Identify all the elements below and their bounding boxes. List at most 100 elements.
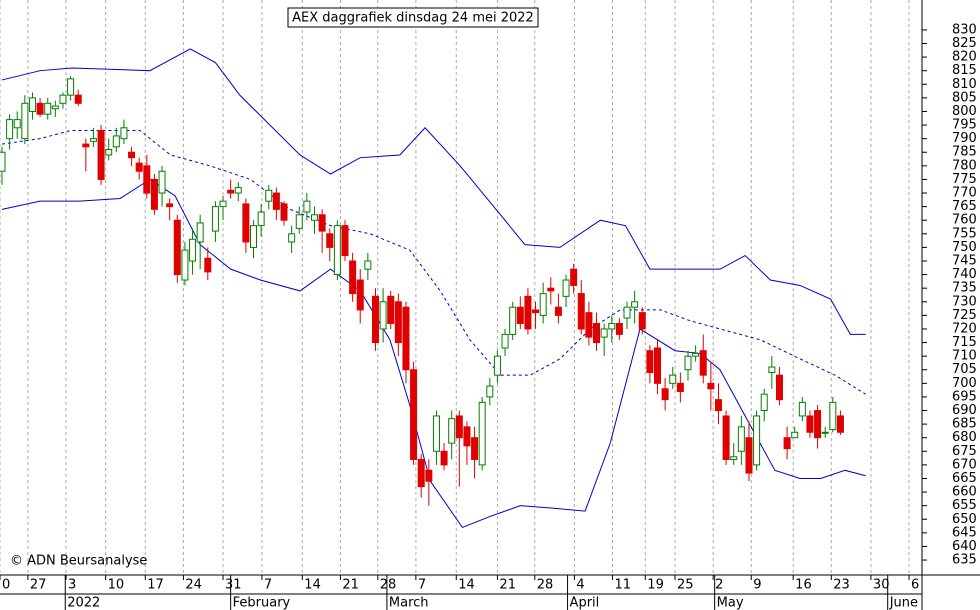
candle-body [219,200,227,208]
candle-body [714,399,722,412]
x-tick-label: 21 [342,578,359,593]
candle-body [105,149,113,156]
candle-body [806,415,814,433]
candle-body [6,119,14,140]
x-tick-label: 7 [418,578,426,593]
candle-body [333,225,341,276]
candle-body [242,203,250,243]
x-tick-label: 24 [185,578,202,593]
y-tick-label: 685 [952,417,977,432]
candle-body [318,214,326,232]
month-label: February [233,596,291,610]
y-tick-label: 815 [952,63,977,78]
candle-body [554,306,562,316]
candle-body [699,350,707,376]
candle-body [44,102,52,115]
x-tick-label: 17 [147,578,164,593]
candle-body [74,94,82,104]
candle-body [0,151,6,172]
y-tick-label: 800 [952,104,977,119]
y-tick-label: 790 [952,131,977,146]
candle-body [547,287,555,292]
candle-body [638,312,646,330]
candle-body [669,374,677,384]
x-tick-label: 6 [911,578,919,593]
y-tick-label: 715 [952,335,977,350]
candle-body [135,162,143,172]
candle-body [181,249,189,281]
y-tick-label: 680 [952,430,977,445]
candle-body [341,225,349,257]
candle-body [310,214,318,221]
y-tick-label: 795 [952,118,977,133]
candle-body [112,135,120,148]
candle-body [463,426,471,447]
candle-body [227,189,235,194]
candle-body [737,426,745,452]
y-tick-label: 675 [952,444,977,459]
candle-body [272,192,280,210]
candle-body [516,306,524,325]
band-line [1,48,866,335]
candle-body [539,293,547,316]
candle-body [775,374,783,401]
candle-body [371,295,379,344]
x-tick-label: 23 [833,578,850,593]
chart-title: AEX daggrafiek dinsdag 24 mei 2022 [292,11,534,26]
candle-body [440,450,448,466]
x-tick-label: 30 [873,578,890,593]
x-tick-label: 4 [576,578,584,593]
x-tick-label: 14 [458,578,475,593]
candle-body [600,328,608,338]
candle-body [166,203,174,208]
candle-body [753,415,761,466]
x-tick-label: 28 [380,578,397,593]
candles [0,76,844,506]
y-tick-label: 690 [952,403,977,418]
candle-body [82,143,90,148]
candle-body [204,257,212,273]
y-tick-label: 635 [952,553,977,568]
candle-body [28,97,36,112]
candle-body [394,301,402,344]
y-tick-label: 775 [952,172,977,187]
y-tick-label: 825 [952,36,977,51]
candle-body [585,312,593,338]
y-tick-label: 705 [952,362,977,377]
x-tick-label: 0 [2,578,10,593]
candle-body [410,369,418,460]
candle-body [829,401,837,431]
y-tick-label: 785 [952,145,977,160]
x-tick-label: 31 [225,578,242,593]
band-line [1,129,866,395]
x-tick-label: 10 [108,578,125,593]
candle-body [303,200,311,213]
y-tick-label: 770 [952,186,977,201]
candle-body [608,323,616,330]
y-tick-label: 750 [952,240,977,255]
candle-body [615,323,623,335]
candle-body [97,129,105,180]
y-tick-label: 730 [952,294,977,309]
candle-body [448,418,456,444]
y-tick-label: 740 [952,267,977,282]
y-tick-label: 700 [952,376,977,391]
candle-body [158,170,166,194]
x-tick-label: 16 [795,578,812,593]
candle-body [745,437,753,474]
candle-body [791,431,799,439]
y-tick-label: 765 [952,199,977,214]
candle-body [51,105,59,110]
candle-body [265,189,273,202]
candle-body [631,301,639,308]
candle-body [730,456,738,460]
candle-body [486,385,494,398]
candle-body [455,415,463,439]
candle-body [684,355,692,371]
candle-body [13,119,21,129]
candle-body [836,415,844,433]
x-tick-label: 9 [753,578,761,593]
y-tick-label: 660 [952,485,977,500]
candle-body [326,233,334,248]
